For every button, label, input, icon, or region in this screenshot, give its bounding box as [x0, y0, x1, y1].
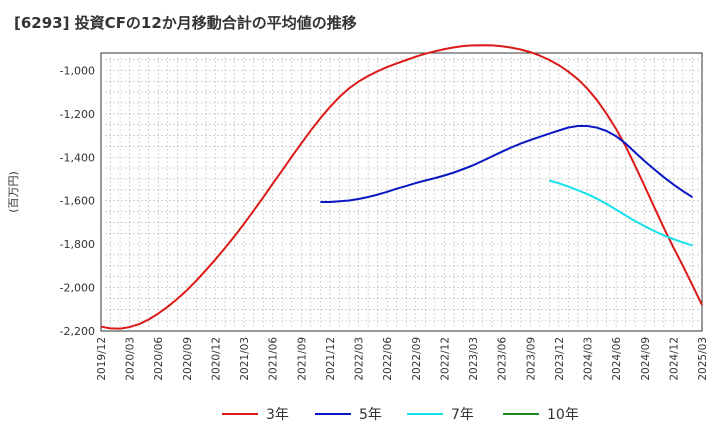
plot-frame: [100, 52, 703, 332]
grid-layer: [100, 52, 703, 332]
x-tick-label: 2023/06: [497, 337, 509, 381]
y-axis-label: (百万円): [7, 171, 20, 213]
legend-layer: 3年 5年 7年 10年: [222, 407, 579, 423]
legend-label: 10年: [547, 407, 579, 423]
x-tick-label: 2022/09: [411, 337, 423, 381]
y-tick-label: -1,200: [60, 108, 95, 121]
legend-label: 7年: [451, 407, 474, 423]
y-tick-label: -1,800: [60, 238, 95, 251]
y-tick-label: -1,400: [60, 151, 95, 164]
series-line-1: [100, 44, 703, 330]
x-tick-label: 2022/06: [382, 337, 394, 381]
y-tick-label: -1,000: [60, 64, 95, 77]
series-line-3: [549, 179, 693, 247]
series-layer: [100, 44, 703, 330]
x-tick-label: 2024/12: [668, 337, 680, 381]
x-tick-label: 2024/09: [640, 337, 652, 381]
y-tick-label: -1,600: [60, 195, 95, 208]
x-tick-label: 2020/03: [125, 337, 137, 381]
x-tick-label: 2023/09: [525, 337, 537, 381]
x-tick-label: 2019/12: [96, 337, 108, 381]
x-tick-label: 2024/06: [611, 337, 623, 381]
x-tick-label: 2023/12: [554, 337, 566, 381]
x-tick-label: 2022/03: [354, 337, 366, 381]
x-tick-label: 2020/12: [210, 337, 222, 381]
y-tick-label: -2,200: [60, 325, 95, 338]
x-tick-label: 2020/09: [182, 337, 194, 381]
x-tick-label: 2021/06: [268, 337, 280, 381]
x-tick-label: 2020/06: [153, 337, 165, 381]
x-tick-label: 2025/03: [697, 337, 709, 381]
x-tick-label: 2021/12: [325, 337, 337, 381]
x-tick-label: 2023/03: [468, 337, 480, 381]
y-tick-label: -2,000: [60, 282, 95, 295]
legend-label: 5年: [359, 407, 382, 423]
x-tick-label: 2022/12: [439, 337, 451, 381]
chart-title: [6293] 投資CFの12か月移動合計の平均値の推移: [14, 14, 357, 32]
legend-label: 3年: [266, 407, 289, 423]
x-tick-label: 2021/09: [296, 337, 308, 381]
x-tick-label: 2021/03: [239, 337, 251, 381]
series-line-2: [320, 125, 694, 203]
axis-layer: -1,000 -1,200 -1,400 -1,600 -1,800 -2,000 -2,2…: [7, 64, 709, 380]
x-tick-label: 2024/03: [583, 337, 595, 381]
